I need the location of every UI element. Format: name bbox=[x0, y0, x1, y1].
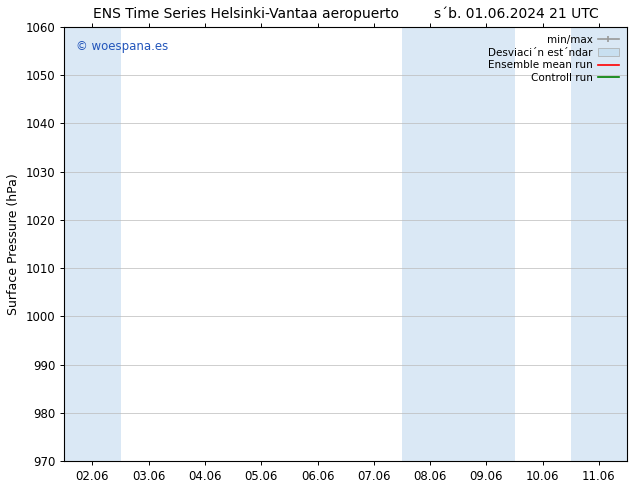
Text: © woespana.es: © woespana.es bbox=[75, 40, 168, 53]
Bar bbox=[402, 27, 515, 461]
Legend: min/max, Desviaci´n est´ndar, Ensemble mean run, Controll run: min/max, Desviaci´n est´ndar, Ensemble m… bbox=[485, 32, 622, 86]
Title: ENS Time Series Helsinki-Vantaa aeropuerto        s´b. 01.06.2024 21 UTC: ENS Time Series Helsinki-Vantaa aeropuer… bbox=[93, 7, 598, 22]
Bar bbox=[64, 27, 120, 461]
Bar bbox=[571, 27, 627, 461]
Y-axis label: Surface Pressure (hPa): Surface Pressure (hPa) bbox=[7, 173, 20, 315]
